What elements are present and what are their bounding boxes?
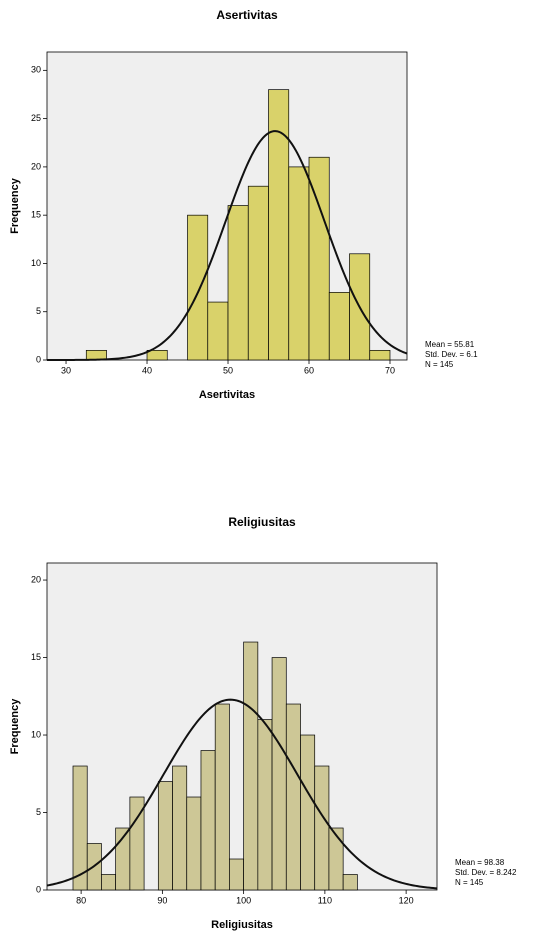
y-tick-label: 10 (31, 258, 41, 268)
bar (188, 215, 208, 360)
chart-title: Asertivitas (216, 8, 278, 22)
plot-area (47, 563, 437, 890)
bar (101, 875, 115, 890)
x-tick-label: 90 (157, 895, 167, 905)
y-tick-label: 20 (31, 161, 41, 171)
bar (258, 720, 272, 890)
y-tick-label: 5 (36, 807, 41, 817)
y-tick-label: 0 (36, 884, 41, 894)
y-tick-label: 10 (31, 729, 41, 739)
x-tick-label: 60 (304, 365, 314, 375)
bar (329, 828, 343, 890)
y-tick-label: 25 (31, 113, 41, 123)
y-tick-label: 0 (36, 354, 41, 364)
bar (289, 167, 309, 360)
bar (229, 859, 243, 890)
x-tick-label: 30 (61, 365, 71, 375)
bar (343, 875, 357, 890)
bar (370, 350, 390, 360)
x-tick-label: 70 (385, 365, 395, 375)
x-tick-label: 120 (399, 895, 414, 905)
page: Asertivitas Asertivitas Frequency 0 5 10 15 20 2… (0, 0, 535, 935)
bar (173, 766, 187, 890)
chart-title: Religiusitas (228, 515, 296, 529)
bar (228, 206, 248, 360)
bar (244, 642, 258, 890)
stat-label: Mean = 55.81 (425, 340, 475, 349)
stat-label: Std. Dev. = 6.1 (425, 350, 478, 359)
x-tick-label: 50 (223, 365, 233, 375)
bar (201, 751, 215, 890)
bar (272, 658, 286, 890)
x-tick-label: 110 (318, 895, 332, 905)
bar (215, 704, 229, 890)
y-tick-label: 5 (36, 306, 41, 316)
bar (208, 302, 228, 360)
bar (269, 90, 289, 360)
bar (301, 735, 315, 890)
x-axis-label: Asertivitas (199, 389, 255, 401)
x-axis-label: Religiusitas (211, 919, 273, 931)
bar (329, 292, 349, 360)
x-tick-label: 80 (76, 895, 86, 905)
stat-label: Mean = 98.38 (455, 858, 505, 867)
y-tick-label: 15 (31, 210, 41, 220)
x-tick-label: 100 (236, 895, 251, 905)
y-axis-label: Frequency (9, 177, 21, 234)
y-tick-label: 30 (31, 65, 41, 75)
bar (158, 782, 172, 890)
stat-label: Std. Dev. = 8.242 (455, 868, 517, 877)
bar (315, 766, 329, 890)
y-tick-label: 15 (31, 652, 41, 662)
x-tick-label: 40 (142, 365, 152, 375)
bar (248, 186, 268, 360)
y-tick-label: 20 (31, 574, 41, 584)
stat-label: N = 145 (425, 360, 454, 369)
bar (187, 797, 201, 890)
bar (147, 350, 167, 360)
stat-label: N = 145 (455, 878, 484, 887)
y-axis-label: Frequency (9, 698, 21, 755)
bar (286, 704, 300, 890)
